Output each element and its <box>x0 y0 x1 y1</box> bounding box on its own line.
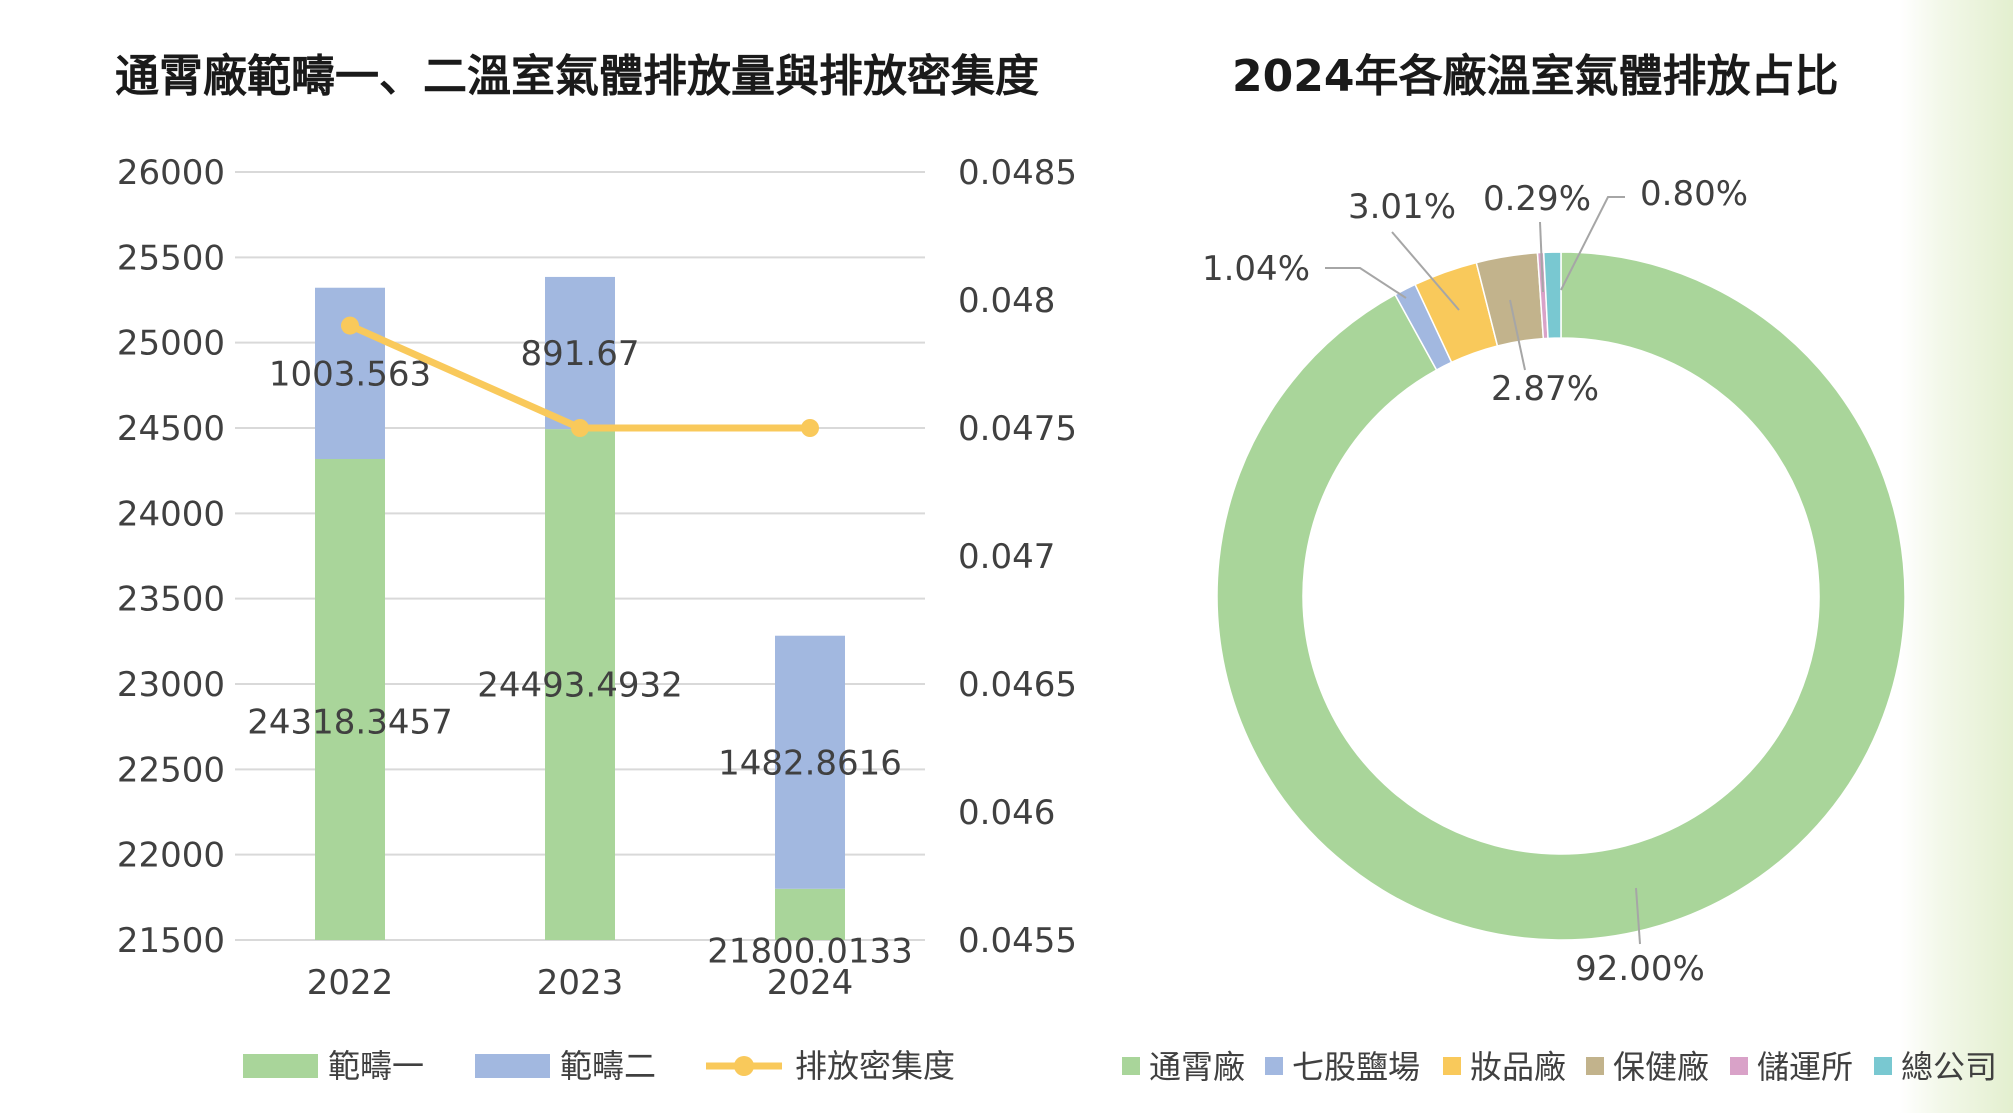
y-right-tick-label: 0.0465 <box>958 665 1077 705</box>
y-left-tick-label: 22000 <box>117 836 225 876</box>
legend-label: 妝品廠 <box>1470 1048 1566 1086</box>
legend-swatch <box>1730 1057 1748 1075</box>
bar-scope2 <box>545 276 615 430</box>
legend-label: 七股鹽場 <box>1292 1048 1420 1086</box>
data-label-slice: 92.00% <box>1575 949 1705 989</box>
y-right-tick-label: 0.048 <box>958 281 1055 321</box>
leader-line <box>1539 221 1544 293</box>
x-tick-label: 2024 <box>767 963 854 1003</box>
y-right-tick-label: 0.0485 <box>958 153 1077 193</box>
data-label-scope2: 1482.8616 <box>718 743 902 783</box>
data-label-slice: 0.80% <box>1640 174 1748 214</box>
data-label-scope2: 891.67 <box>521 334 640 374</box>
leader-line <box>1509 299 1526 371</box>
data-label-scope1: 21800.0133 <box>707 931 913 971</box>
y-left-tick-label: 25000 <box>117 324 225 364</box>
legend-swatch <box>1122 1057 1140 1075</box>
data-label-slice: 1.04% <box>1202 249 1310 289</box>
leader-line <box>1635 887 1641 945</box>
y-left-tick-label: 21500 <box>117 921 225 961</box>
data-label-slice: 3.01% <box>1348 187 1456 227</box>
legend-label: 總公司 <box>1901 1048 1997 1086</box>
legend-swatch <box>243 1054 318 1078</box>
legend-swatch <box>1586 1057 1604 1075</box>
data-label-scope1: 24493.4932 <box>477 666 683 706</box>
bar-scope1 <box>315 459 385 940</box>
chart-title-share: 2024年各廠溫室氣體排放占比 <box>1232 51 1839 102</box>
bar-scope1 <box>775 888 845 940</box>
y-left-tick-label: 23000 <box>117 665 225 705</box>
leader-line <box>1325 267 1407 299</box>
legend-marker <box>734 1056 754 1076</box>
y-right-tick-label: 0.0475 <box>958 409 1077 449</box>
x-tick-label: 2022 <box>307 963 394 1003</box>
leader-line <box>1391 231 1460 311</box>
legend-label: 排放密集度 <box>795 1047 955 1085</box>
y-right-tick-label: 0.046 <box>958 793 1055 833</box>
line-point <box>571 419 589 437</box>
x-tick-label: 2023 <box>537 963 624 1003</box>
y-left-tick-label: 24000 <box>117 494 225 534</box>
legend-swatch <box>1265 1057 1283 1075</box>
donut-slice <box>1216 251 1906 941</box>
legend-label: 儲運所 <box>1757 1048 1853 1086</box>
decorative-edge-gradient <box>1900 0 2013 1113</box>
donut-slice <box>1542 251 1562 340</box>
y-left-tick-label: 25500 <box>117 238 225 278</box>
y-right-tick-label: 0.047 <box>958 537 1055 577</box>
y-left-tick-label: 24500 <box>117 409 225 449</box>
bar-scope1 <box>545 429 615 940</box>
line-point <box>801 419 819 437</box>
bar-scope2 <box>315 287 385 460</box>
y-right-tick-label: 0.0455 <box>958 921 1077 961</box>
data-label-slice: 0.29% <box>1483 179 1591 219</box>
bar-scope2 <box>775 635 845 889</box>
y-left-tick-label: 23500 <box>117 580 225 620</box>
legend-swatch <box>475 1054 550 1078</box>
legend-swatch <box>1874 1057 1892 1075</box>
leader-line <box>1560 196 1625 291</box>
data-label-slice: 2.87% <box>1491 369 1599 409</box>
legend-swatch <box>1443 1057 1461 1075</box>
line-point <box>341 316 359 335</box>
data-label-scope1: 24318.3457 <box>247 703 453 743</box>
legend-label: 保健廠 <box>1613 1048 1709 1086</box>
legend-label: 範疇一 <box>328 1047 424 1085</box>
y-left-tick-label: 22500 <box>117 750 225 790</box>
legend-label: 範疇二 <box>560 1047 656 1085</box>
y-left-tick-label: 26000 <box>117 153 225 193</box>
chart-title-emissions: 通霄廠範疇一、二溫室氣體排放量與排放密集度 <box>115 51 1039 102</box>
legend-label: 通霄廠 <box>1149 1048 1245 1086</box>
data-label-scope2: 1003.563 <box>269 354 431 394</box>
